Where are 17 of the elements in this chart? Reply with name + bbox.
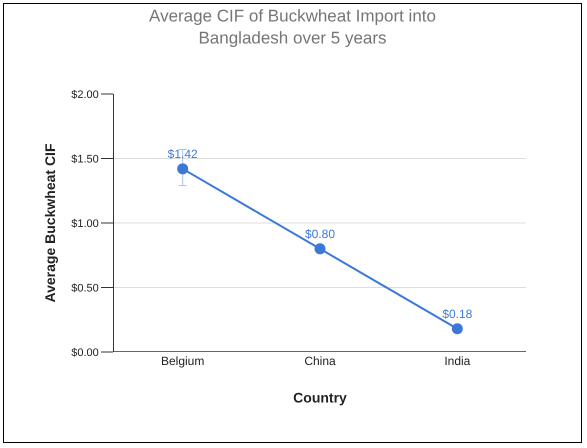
y-tick-label: $1.00 <box>71 218 99 230</box>
x-tick-label: India <box>444 354 471 368</box>
x-axis-title: Country <box>293 389 348 406</box>
data-label: $1.42 <box>168 146 198 161</box>
chart-title: Average CIF of Buckwheat Import into Bangladesh over 5 years <box>149 6 436 48</box>
y-tick-label: $0.50 <box>71 282 99 294</box>
point <box>314 243 326 254</box>
data-label: $0.18 <box>442 306 473 321</box>
x-tick-label: China <box>304 354 336 368</box>
y-tick-label: $1.50 <box>71 153 99 166</box>
x-tick-label: Belgium <box>160 354 204 368</box>
point <box>177 163 188 174</box>
y-tick-label: $2.00 <box>71 88 99 101</box>
point <box>452 323 463 334</box>
y-tick-label: $0.00 <box>71 346 99 359</box>
data-label: $0.80 <box>304 226 336 241</box>
y-axis-title: Average Buckwheat CIF <box>42 143 58 302</box>
